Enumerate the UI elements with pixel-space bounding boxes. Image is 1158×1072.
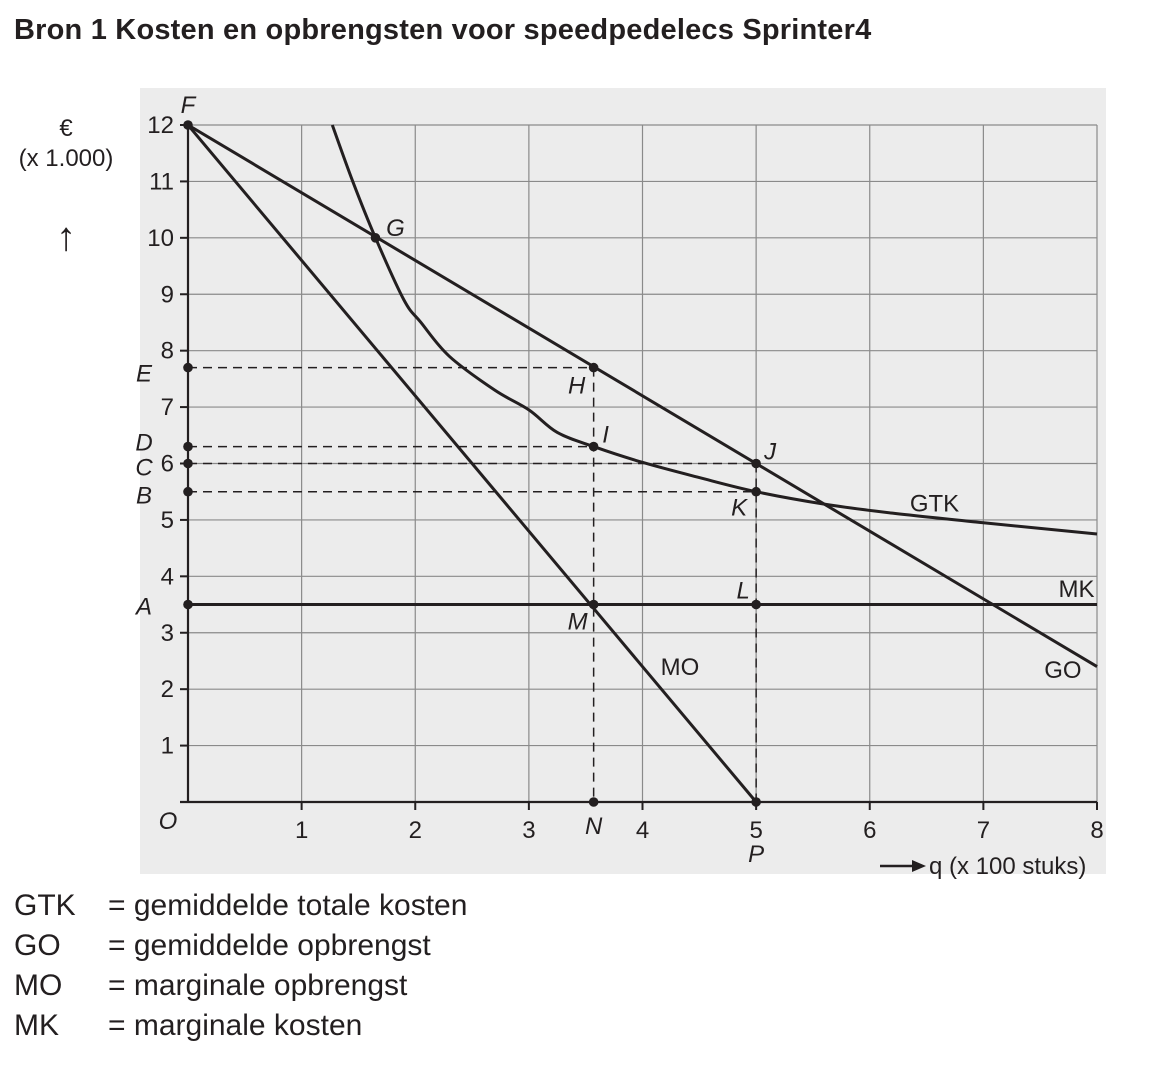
point-f-dot: [183, 120, 193, 130]
legend-item: MK = marginale kosten: [14, 1006, 467, 1046]
point-l-dot: [751, 599, 761, 610]
series-label-mo: MO: [661, 654, 700, 681]
y-tick-label: 1: [161, 733, 174, 760]
point-d-dot: [183, 441, 193, 452]
point-g-dot: [370, 233, 381, 243]
y-axis-unit: €: [59, 115, 73, 142]
legend: GTK = gemiddelde totale kosten GO = gemi…: [14, 886, 467, 1046]
legend-abbr: MO: [14, 969, 63, 1002]
point-b-label: B: [136, 483, 152, 510]
series-go-line: [187, 123, 1098, 668]
point-k-dot: [751, 486, 761, 497]
legend-text: = marginale kosten: [108, 1009, 363, 1042]
legend-text: = gemiddelde totale kosten: [108, 889, 468, 922]
annotations: GO MO MK GTK F G HI J K L M N P A BCD E: [134, 92, 1095, 868]
point-a-label: A: [134, 594, 152, 621]
x-tick-label: 3: [522, 817, 535, 844]
grid: [188, 124, 1098, 802]
point-h-label: H: [568, 373, 586, 400]
point-p-label: P: [748, 841, 764, 868]
x-tick-label: 7: [977, 817, 990, 844]
series-lines: [186, 123, 1098, 803]
x-axis-label: q (x 100 stuks): [929, 853, 1086, 880]
x-axis-label-group: q (x 100 stuks): [880, 853, 1086, 880]
y-axis-arrow-icon: ↑: [56, 215, 76, 259]
point-h-dot: [588, 362, 599, 373]
x-tick-label: 2: [409, 817, 422, 844]
point-m-dot: [588, 599, 599, 610]
plot-background: [140, 88, 1106, 874]
point-j-dot: [751, 458, 761, 469]
y-tick-label: 2: [161, 676, 174, 703]
point-k-label: K: [731, 495, 748, 522]
x-tick-label: 8: [1090, 817, 1103, 844]
x-tick-label: 1: [295, 817, 308, 844]
legend-item: GO = gemiddelde opbrengst: [14, 926, 467, 966]
y-tick-label: 11: [149, 168, 174, 195]
y-tick-label: 5: [161, 507, 174, 534]
series-mo-line: [186, 124, 758, 803]
x-axis-arrowhead-icon: [912, 860, 926, 872]
point-j-label: J: [763, 439, 777, 466]
y-tick-label: 8: [161, 338, 174, 365]
series-label-go: GO: [1044, 657, 1081, 684]
y-tick-label: 10: [147, 225, 174, 252]
guide-lines: [188, 366, 757, 802]
point-a-dot: [183, 599, 193, 610]
page-title: Bron 1 Kosten en opbrengsten voor speedp…: [14, 14, 872, 46]
point-c-label: C: [135, 455, 153, 482]
y-tick-label: 6: [161, 451, 174, 478]
y-tick-label: 4: [161, 563, 174, 590]
point-e-dot: [183, 362, 193, 373]
point-i-dot: [588, 441, 599, 452]
series-gtk-line: [330, 124, 1098, 536]
point-f-label: F: [181, 92, 197, 119]
point-c-dot: [183, 458, 193, 469]
legend-abbr: MK: [14, 1009, 59, 1042]
legend-text: = gemiddelde opbrengst: [108, 929, 431, 962]
legend-abbr: GO: [14, 929, 61, 962]
point-b-dot: [183, 486, 193, 497]
point-e-label: E: [136, 361, 153, 388]
origin-label: O: [159, 808, 178, 835]
point-l-label: L: [736, 578, 749, 605]
legend-item: MO = marginale opbrengst: [14, 966, 467, 1006]
x-tick-label: 4: [636, 817, 649, 844]
point-g-label: G: [386, 215, 405, 242]
point-n-dot: [588, 797, 599, 807]
legend-text: = marginale opbrengst: [108, 969, 408, 1002]
series-label-gtk: GTK: [910, 490, 959, 517]
legend-item: GTK = gemiddelde totale kosten: [14, 886, 467, 926]
x-tick-label: 6: [863, 817, 876, 844]
y-tick-label: 9: [161, 281, 174, 308]
y-axis-scale: (x 1.000): [19, 145, 114, 172]
series-label-mk: MK: [1059, 576, 1095, 603]
marked-points: [183, 120, 761, 807]
y-tick-label: 3: [161, 620, 174, 647]
x-tick-label: 5: [749, 817, 762, 844]
y-tick-label: 7: [161, 394, 174, 421]
y-tick-label: 12: [147, 112, 174, 139]
point-i-label: I: [602, 422, 609, 449]
point-n-label: N: [585, 813, 603, 840]
point-m-label: M: [568, 609, 588, 636]
point-p-dot: [751, 797, 761, 807]
legend-abbr: GTK: [14, 889, 76, 922]
point-d-label: D: [135, 430, 152, 457]
